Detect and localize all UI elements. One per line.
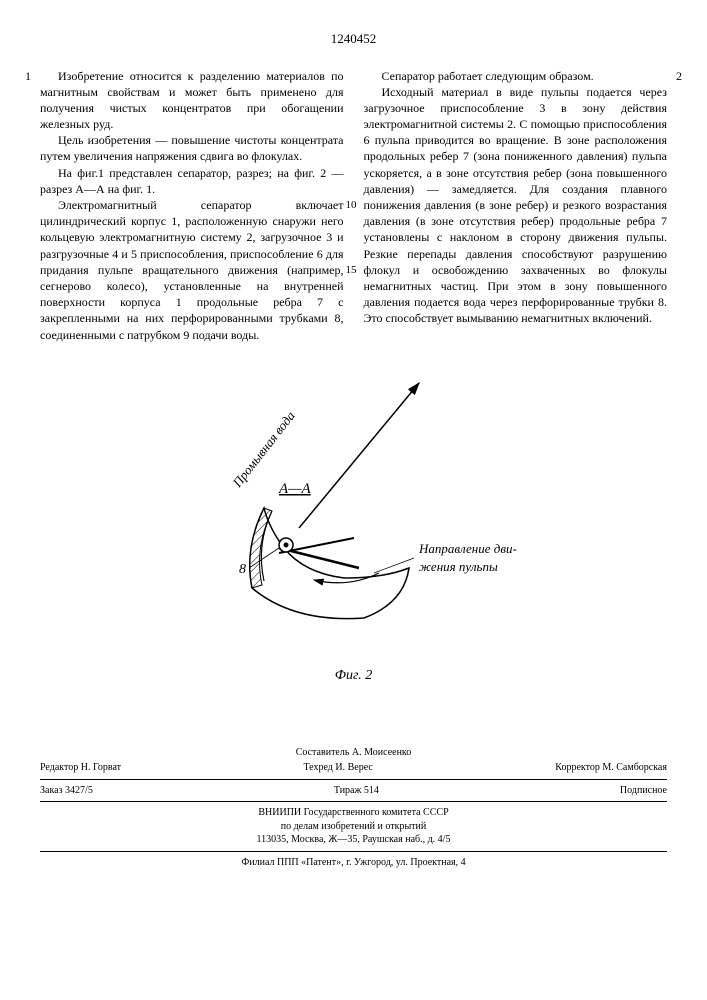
- label-direction-2: жения пульпы: [419, 559, 498, 574]
- footer-tirage: Тираж 514: [334, 784, 379, 798]
- col-page-num-1: 1: [25, 68, 31, 84]
- footer-editor: Редактор Н. Горват: [40, 761, 121, 775]
- footer-compiler: Составитель А. Моисеенко: [40, 746, 667, 760]
- label-water: Промывная вода: [228, 408, 297, 491]
- column-left: 1 Изобретение относится к разделению мат…: [40, 68, 344, 343]
- col1-p2: Цель изобретения — повышение чистоты кон…: [40, 132, 344, 164]
- line-number-15: 15: [346, 263, 357, 278]
- label-8: 8: [239, 562, 246, 577]
- col1-p3: На фиг.1 представлен сепаратор, разрез; …: [40, 165, 344, 197]
- col-page-num-2: 2: [676, 68, 682, 84]
- tube-dot: [283, 542, 288, 547]
- footer-rule-3: [40, 851, 667, 852]
- col1-p4: Электромагнитный сепаратор включает цили…: [40, 197, 344, 343]
- figure-svg: Промывная вода А—А 8 Направление дви- же…: [144, 373, 564, 653]
- footer: Составитель А. Моисеенко Редактор Н. Гор…: [40, 746, 667, 870]
- footer-addr1: 113035, Москва, Ж—35, Раушская наб., д. …: [40, 833, 667, 847]
- label-section: А—А: [278, 481, 312, 497]
- footer-row-2: Заказ 3427/5 Тираж 514 Подписное: [40, 784, 667, 798]
- footer-row-1: Редактор Н. Горват Техред И. Верес Корре…: [40, 761, 667, 775]
- footer-order: Заказ 3427/5: [40, 784, 93, 798]
- footer-rule-1: [40, 779, 667, 780]
- figure-area: Промывная вода А—А 8 Направление дви- же…: [40, 373, 667, 686]
- body-outline: [249, 508, 408, 619]
- col2-p1: Сепаратор работает следующим образом.: [364, 68, 668, 84]
- footer-org1: ВНИИПИ Государственного комитета СССР: [40, 806, 667, 820]
- footer-techred: Техред И. Верес: [303, 761, 372, 775]
- footer-subscription: Подписное: [620, 784, 667, 798]
- figure-caption: Фиг. 2: [40, 667, 667, 686]
- footer-corrector: Корректор М. Самборская: [555, 761, 667, 775]
- label-direction-1: Направление дви-: [418, 541, 517, 556]
- footer-org2: по делам изобретений и открытий: [40, 820, 667, 834]
- col1-p1: Изобретение относится к разделению матер…: [40, 68, 344, 133]
- column-right: 2 10 15 Сепаратор работает следующим обр…: [364, 68, 668, 343]
- col2-p2: Исходный материал в виде пульпы подается…: [364, 84, 668, 327]
- text-columns: 1 Изобретение относится к разделению мат…: [40, 68, 667, 343]
- patent-number: 1240452: [40, 30, 667, 48]
- water-arrow: [299, 383, 419, 528]
- footer-addr2: Филиал ППП «Патент», г. Ужгород, ул. Про…: [40, 856, 667, 870]
- footer-rule-2: [40, 801, 667, 802]
- line-number-10: 10: [346, 198, 357, 213]
